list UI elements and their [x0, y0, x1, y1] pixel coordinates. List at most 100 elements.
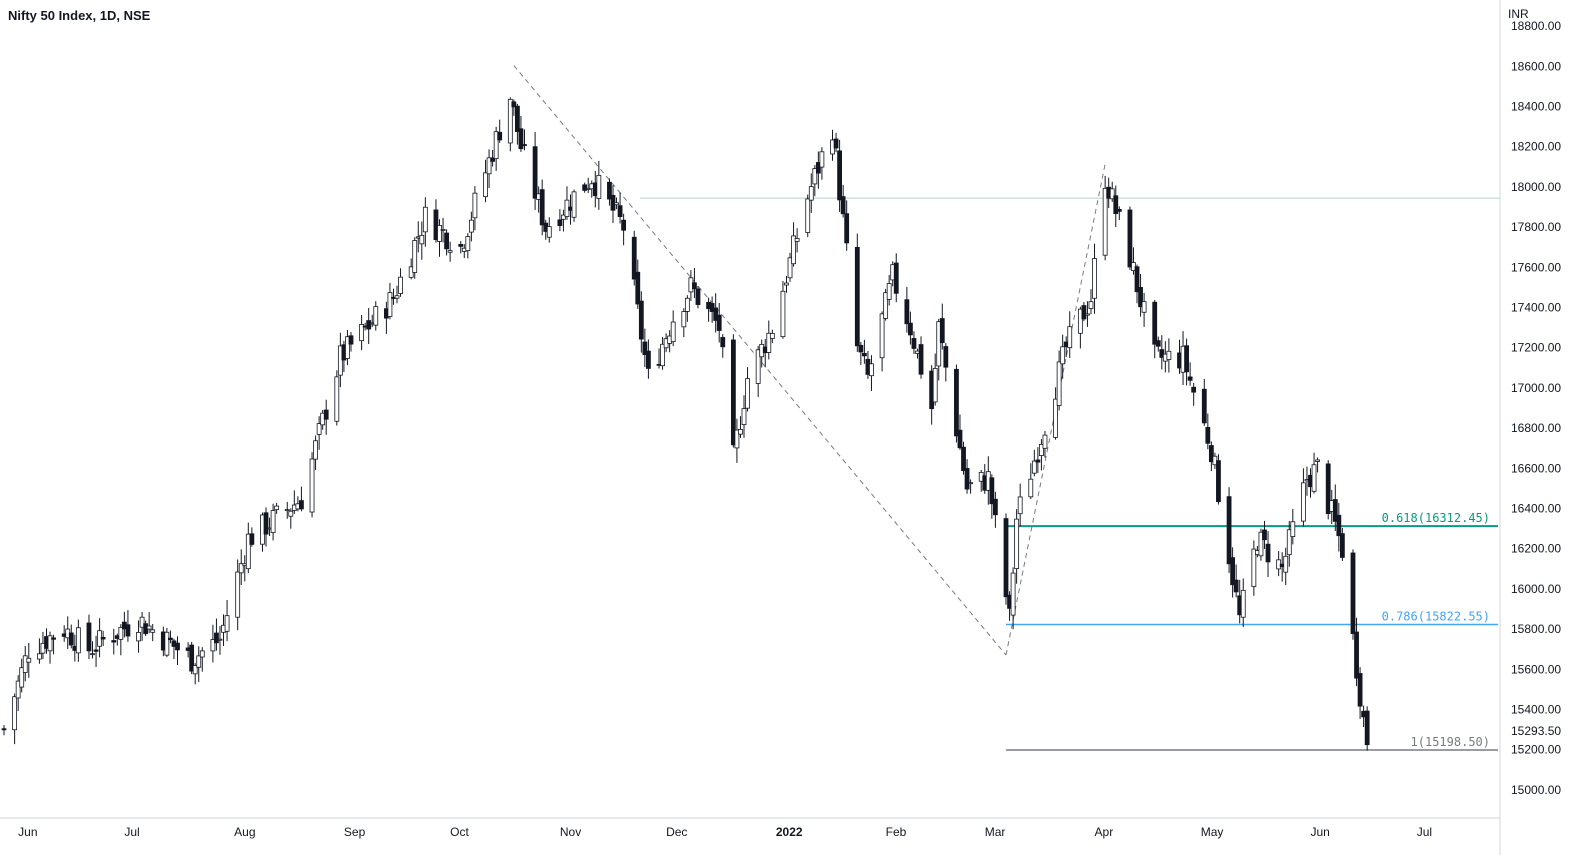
x-tick-label: 2022 [776, 825, 803, 839]
candle-down [815, 162, 821, 174]
candle-up [1102, 187, 1108, 256]
candle-down [904, 299, 910, 325]
candle-up [769, 333, 775, 339]
candle-up [440, 229, 446, 231]
candle-down [1187, 376, 1193, 381]
candle-up [886, 283, 892, 300]
candle-up [199, 650, 205, 658]
candle-down [1113, 195, 1119, 215]
candle-down [511, 101, 517, 108]
candle-up [483, 172, 488, 198]
candle-up [90, 653, 95, 656]
candle-down [490, 157, 496, 162]
candle-down [1127, 209, 1133, 268]
y-tick-label: 18800.00 [1511, 19, 1561, 33]
candle-down [1201, 388, 1207, 424]
candle-down [646, 350, 651, 369]
candle-up [681, 311, 687, 328]
candle-down [893, 262, 899, 294]
y-tick-label: 18200.00 [1511, 140, 1561, 154]
candle-up [47, 635, 53, 652]
candle-down [1230, 557, 1236, 586]
x-tick-label: Jun [18, 825, 37, 839]
candle-down [93, 649, 99, 652]
candle-up [787, 257, 793, 279]
candle-up [546, 226, 552, 238]
candle-up [869, 363, 874, 377]
candle-up [1056, 361, 1062, 406]
candle-down [1116, 208, 1122, 212]
x-tick-label: Feb [886, 825, 907, 839]
candle-down [582, 184, 588, 191]
x-tick-label: Jul [1417, 825, 1432, 839]
candle-down [1081, 305, 1087, 320]
candle-down [617, 205, 623, 218]
candle-down [1191, 386, 1197, 393]
candle-up [19, 667, 25, 688]
y-tick-label: 17200.00 [1511, 341, 1561, 355]
fib-level-label: 1(15198.50) [1411, 735, 1490, 749]
candle-up [345, 336, 350, 359]
candle-down [299, 500, 304, 510]
candle-up [1010, 572, 1016, 616]
fib-trend-line-dashed [1005, 163, 1106, 656]
candle-up [284, 509, 290, 511]
candle-up [398, 276, 403, 294]
candle-up [1039, 443, 1044, 456]
y-tick-label: 17800.00 [1511, 220, 1561, 234]
candle-up [245, 533, 251, 570]
candle-up [755, 349, 761, 384]
candle-up [274, 505, 280, 511]
candle-up [270, 510, 276, 533]
candle-down [1325, 463, 1331, 514]
candle-down [189, 644, 195, 672]
candle-up [313, 440, 318, 460]
trend-line-dashed [513, 65, 1007, 656]
candle-down [992, 498, 998, 516]
y-tick-label: 17000.00 [1511, 381, 1561, 395]
candle-up [316, 423, 322, 435]
candle-up [387, 292, 393, 317]
candle-up [394, 295, 400, 299]
candle-down [1216, 460, 1221, 503]
candle-up [1088, 301, 1094, 309]
y-tick-label: 17600.00 [1511, 260, 1561, 274]
candle-up [1042, 434, 1048, 449]
candle-up [670, 321, 676, 343]
y-tick-label: 18400.00 [1511, 100, 1561, 114]
candle-up [465, 236, 471, 252]
candle-up [192, 665, 198, 675]
chart-title: Nifty 50 Index, 1D, NSE [8, 8, 151, 23]
candle-up [596, 174, 602, 199]
fib-level-label: 0.618(16312.45) [1382, 511, 1490, 525]
candle-up [412, 240, 418, 273]
candle-down [1035, 459, 1041, 463]
candle-down [348, 335, 354, 345]
x-tick-label: Oct [450, 825, 469, 839]
candle-up [22, 655, 28, 673]
candle-up [309, 458, 315, 513]
candle-down [1364, 710, 1370, 746]
candle-up [210, 639, 216, 652]
candle-down [168, 637, 173, 641]
candle-up [1258, 531, 1264, 557]
candle-down [444, 232, 449, 250]
candle-up [791, 235, 796, 265]
candle-up [812, 168, 818, 185]
candle-down [911, 338, 917, 349]
candle-up [684, 297, 690, 312]
candle-down [175, 642, 180, 651]
candles [1, 97, 1370, 751]
candle-down [86, 622, 92, 652]
candle-down [1205, 426, 1211, 444]
candle-up [734, 429, 740, 449]
candle-up [1109, 188, 1115, 200]
candle-down [1184, 345, 1189, 373]
candle-up [217, 638, 223, 641]
candle-up [12, 696, 18, 731]
x-tick-label: Jun [1311, 825, 1330, 839]
candle-up [288, 510, 294, 517]
candle-down [642, 341, 648, 355]
candle-up [1301, 482, 1306, 522]
